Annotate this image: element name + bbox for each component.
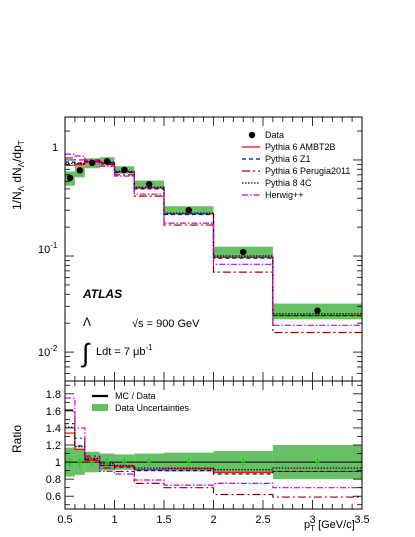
- main-plot-panel: 10-2 10-1 1 1/NΛ dNΛ/dpT Data Pythia 6 A…: [10, 116, 363, 382]
- x-axis-label: pT [GeV/c]: [304, 519, 355, 533]
- main-data-points: [66, 158, 321, 314]
- x-tick-label: 1: [111, 514, 117, 526]
- ratio-y-tick-label: 0.8: [46, 474, 61, 486]
- main-y-tick-labels: 10-2 10-1 1: [38, 142, 58, 359]
- main-data-point: [103, 158, 111, 165]
- ratio-y-tick-label: 1.8: [46, 389, 61, 401]
- ratio-series-pythia-6-z1: [65, 423, 362, 475]
- legend-entry-mc-data: MC / Data: [115, 391, 156, 401]
- main-series-herwig-: [65, 153, 362, 326]
- ratio-y-tick-label: 1.6: [46, 406, 61, 418]
- ratio-y-axis-label: Ratio: [10, 425, 24, 453]
- main-data-point: [76, 167, 84, 174]
- main-data-point: [145, 180, 153, 188]
- ratio-series-pythia-6-perugia2011: [65, 409, 362, 498]
- y-tick-label-1e-1: 10-1: [38, 241, 58, 256]
- y-tick-label-1: 1: [52, 142, 58, 154]
- ratio-axis-ticks: [64, 381, 363, 509]
- ratio-series-pythia-6-ambt2b: [65, 432, 362, 473]
- legend-entry-z1: Pythia 6 Z1: [265, 154, 311, 164]
- ratio-y-tick-labels: 0.6 0.8 1 1.2 1.4 1.6 1.8: [46, 389, 61, 503]
- luminosity-label: Ldt = 7 μb-1: [96, 343, 153, 358]
- ratio-plot-panel: 0.6 0.8 1 1.2 1.4 1.6 1.8 0.5 1 1.5 2 2.5 3 3.5 Rati…: [10, 380, 370, 533]
- x-tick-label: 0.5: [57, 514, 72, 526]
- main-data-point: [314, 307, 321, 314]
- ratio-y-tick-label: 1.2: [46, 440, 61, 452]
- x-tick-label: 3.5: [354, 514, 369, 526]
- main-data-point: [66, 174, 74, 182]
- integral-sign: ∫: [80, 338, 91, 368]
- atlas-label: ATLAS: [82, 287, 122, 301]
- main-data-point: [121, 166, 128, 173]
- main-axis-ticks: [64, 117, 363, 382]
- main-y-axis-label: 1/NΛ dNΛ/dpT: [10, 140, 26, 210]
- energy-label: √s = 900 GeV: [132, 318, 200, 330]
- ratio-y-tick-label: 1: [55, 457, 61, 469]
- x-tick-label: 2.5: [255, 514, 270, 526]
- particle-label: Λ: [83, 315, 91, 329]
- legend-data-marker: [248, 131, 256, 139]
- ratio-legend: MC / Data Data Uncertainties: [92, 391, 190, 413]
- main-legend: Data Pythia 6 AMBT2B Pythia 6 Z1 Pythia …: [242, 130, 350, 200]
- legend-entry-data: Data: [265, 130, 284, 140]
- main-series-pythia-8-4c: [65, 160, 362, 315]
- legend-entry-ambt2b: Pythia 6 AMBT2B: [265, 142, 336, 152]
- ratio-series-pythia-8-4c: [65, 426, 362, 471]
- x-tick-label: 3: [309, 514, 315, 526]
- main-data-point: [89, 159, 96, 167]
- legend-entry-perugia: Pythia 6 Perugia2011: [265, 166, 350, 176]
- ratio-y-tick-label: 0.6: [46, 491, 61, 503]
- x-tick-label: 2: [210, 514, 216, 526]
- ratio-y-tick-label: 1.4: [46, 423, 61, 435]
- legend-entry-herwig: Herwig++: [265, 190, 304, 200]
- x-tick-label: 1.5: [156, 514, 171, 526]
- ratio-series-herwig-: [65, 397, 362, 489]
- y-tick-label-1e-2: 10-2: [38, 344, 58, 359]
- main-data-point: [240, 248, 247, 256]
- ratio-mc-series: [65, 397, 362, 498]
- legend-entry-data-uncertainties: Data Uncertainties: [115, 403, 190, 413]
- legend-band-swatch: [92, 404, 108, 411]
- ratio-x-tick-labels: 0.5 1 1.5 2 2.5 3 3.5: [57, 514, 369, 526]
- main-data-point: [185, 206, 192, 214]
- legend-entry-pythia8: Pythia 8 4C: [265, 178, 312, 188]
